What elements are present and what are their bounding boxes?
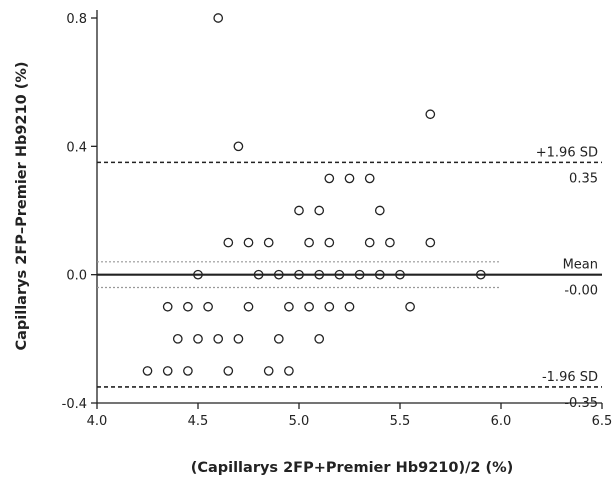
data-point [425, 109, 436, 120]
data-point [304, 301, 314, 312]
data-point [203, 301, 213, 312]
data-point [284, 366, 294, 376]
y-tick-label: -0.4 [62, 397, 87, 412]
data-point [223, 366, 234, 376]
data-points [142, 13, 486, 376]
data-point [395, 269, 405, 280]
data-point [243, 237, 254, 248]
data-point [364, 237, 375, 248]
data-point [314, 205, 325, 216]
axes: 4.0 4.5 5.0 5.5 6.0 6.5 -0.4 0.0 0.4 0.8 [62, 10, 613, 429]
data-point [364, 173, 375, 184]
data-point [273, 269, 284, 280]
data-point [425, 237, 436, 248]
y-tick-label: 0.0 [66, 269, 87, 284]
data-point [475, 269, 486, 280]
x-tick-label: 4.0 [87, 414, 108, 429]
x-tick-label: 5.0 [289, 414, 310, 429]
data-point [324, 173, 335, 184]
x-tick-label: 5.5 [390, 414, 411, 429]
y-tick-label: 0.4 [66, 140, 87, 155]
y-tick-label: 0.8 [66, 12, 87, 27]
data-point [273, 333, 284, 344]
data-point [284, 301, 294, 312]
upper-loa-label: +1.96 SD [536, 145, 598, 160]
x-tick-label: 6.0 [491, 414, 512, 429]
data-point [385, 237, 395, 248]
data-point [162, 301, 173, 312]
data-point [314, 333, 325, 344]
data-point [294, 269, 304, 280]
data-point [263, 366, 274, 376]
data-point [142, 366, 153, 376]
lower-loa-value-label: -0.35 [564, 396, 598, 411]
data-point [183, 366, 193, 376]
mean-value-label: -0.00 [564, 284, 598, 299]
data-point [183, 301, 193, 312]
data-point [344, 173, 355, 184]
data-point [233, 141, 244, 152]
data-point [334, 269, 345, 280]
data-point [172, 333, 183, 344]
data-point [354, 269, 365, 280]
x-tick-label: 6.5 [592, 414, 613, 429]
data-point [193, 333, 203, 344]
data-point [253, 269, 264, 280]
data-point [223, 237, 234, 248]
data-point [374, 269, 385, 280]
y-ticks: -0.4 0.0 0.4 0.8 [62, 12, 97, 412]
data-point [263, 237, 274, 248]
upper-loa-value-label: 0.35 [569, 171, 598, 186]
data-point [314, 269, 325, 280]
x-axis-title: (Capillarys 2FP+Premier Hb9210)/2 (%) [191, 460, 514, 476]
data-point [405, 301, 415, 312]
data-point [243, 301, 254, 312]
reference-lines [97, 161, 602, 388]
y-axis-title: Capillarys 2FP–Premier Hb9210 (%) [14, 61, 30, 350]
x-ticks: 4.0 4.5 5.0 5.5 6.0 6.5 [87, 403, 613, 429]
data-point [162, 366, 173, 376]
data-point [193, 269, 203, 280]
line-labels: +1.96 SD 0.35 Mean -0.00 -1.96 SD -0.35 [536, 145, 598, 411]
data-point [304, 237, 314, 248]
data-point [213, 333, 224, 344]
lower-loa-label: -1.96 SD [542, 370, 598, 385]
mean-label: Mean [563, 258, 598, 273]
x-tick-label: 4.5 [188, 414, 209, 429]
data-point [233, 333, 244, 344]
data-point [213, 13, 224, 23]
data-point [374, 205, 385, 216]
data-point [324, 301, 335, 312]
data-point [344, 301, 355, 312]
data-point [294, 205, 304, 216]
data-point [324, 237, 335, 248]
